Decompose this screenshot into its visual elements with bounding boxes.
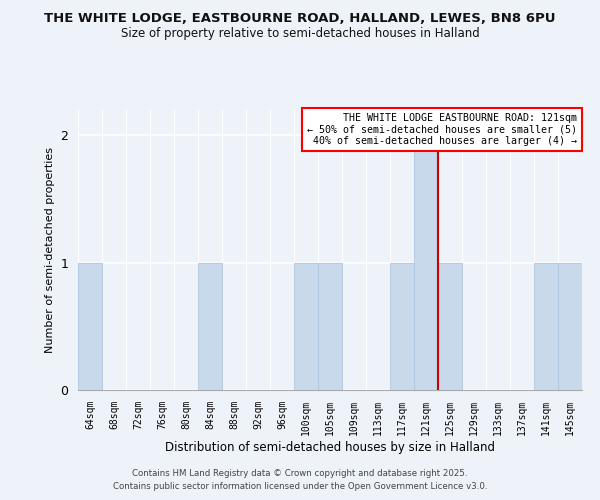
Bar [414, 136, 438, 390]
Bar [534, 262, 558, 390]
Y-axis label: Number of semi-detached properties: Number of semi-detached properties [45, 147, 55, 353]
Text: THE WHITE LODGE, EASTBOURNE ROAD, HALLAND, LEWES, BN8 6PU: THE WHITE LODGE, EASTBOURNE ROAD, HALLAN… [44, 12, 556, 26]
Bar [390, 262, 414, 390]
Text: Contains HM Land Registry data © Crown copyright and database right 2025.: Contains HM Land Registry data © Crown c… [132, 468, 468, 477]
X-axis label: Distribution of semi-detached houses by size in Halland: Distribution of semi-detached houses by … [165, 440, 495, 454]
Bar [294, 262, 318, 390]
Bar [438, 262, 462, 390]
Bar [318, 262, 342, 390]
Bar [198, 262, 222, 390]
Bar [78, 262, 102, 390]
Text: THE WHITE LODGE EASTBOURNE ROAD: 121sqm
← 50% of semi-detached houses are smalle: THE WHITE LODGE EASTBOURNE ROAD: 121sqm … [307, 113, 577, 146]
Bar [558, 262, 582, 390]
Text: Contains public sector information licensed under the Open Government Licence v3: Contains public sector information licen… [113, 482, 487, 491]
Text: Size of property relative to semi-detached houses in Halland: Size of property relative to semi-detach… [121, 28, 479, 40]
